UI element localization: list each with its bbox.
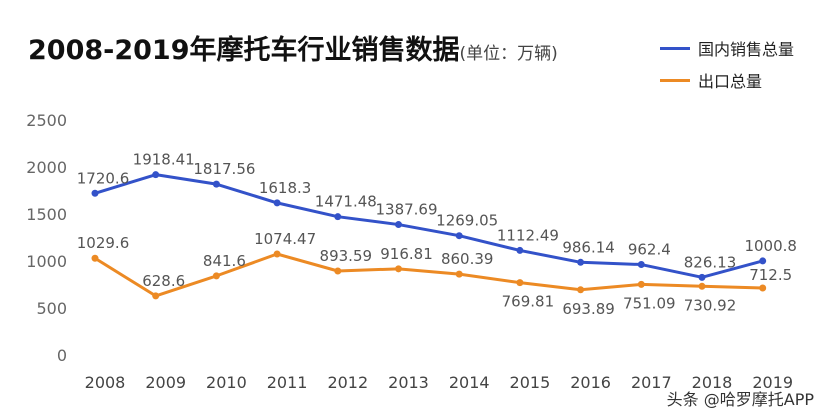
data-label: 1112.49 [497, 226, 559, 244]
data-point [152, 171, 160, 179]
legend-item-domestic: 国内销售总量 [660, 36, 794, 60]
data-point [152, 292, 160, 300]
data-label: 1269.05 [436, 212, 498, 230]
data-point [395, 265, 402, 273]
legend-item-export: 出口总量 [660, 68, 762, 92]
data-label: 751.09 [623, 294, 676, 312]
data-label: 1918.41 [133, 151, 195, 169]
data-label: 1471.48 [315, 193, 377, 211]
data-label: 1000.8 [744, 237, 797, 255]
data-point [759, 257, 767, 265]
data-label: 893.59 [320, 247, 373, 265]
data-point [577, 286, 585, 294]
x-tick-label: 2013 [388, 373, 429, 392]
data-label: 693.89 [562, 300, 615, 318]
x-tick-label: 2012 [327, 373, 368, 392]
x-tick-label: 2014 [449, 373, 490, 392]
data-point [334, 267, 342, 275]
data-label: 1618.3 [259, 179, 312, 197]
data-point [455, 270, 463, 278]
data-label: 1029.6 [77, 234, 130, 252]
data-label: 916.81 [380, 245, 433, 263]
data-label: 962.4 [628, 241, 671, 259]
data-point [212, 272, 220, 280]
data-point [334, 213, 342, 221]
data-label: 826.13 [684, 253, 737, 271]
y-tick-label: 2000 [26, 158, 67, 177]
legend-swatch [660, 78, 690, 82]
credit-watermark: 头条 @哈罗摩托APP [666, 390, 814, 409]
x-tick-label: 2011 [267, 373, 308, 392]
data-point [516, 279, 524, 287]
data-point [759, 284, 767, 292]
title-text: 2008-2019年摩托车行业销售数据 [28, 35, 460, 66]
data-point [577, 258, 585, 266]
data-point [455, 232, 463, 240]
data-point [637, 280, 645, 288]
data-point [91, 254, 99, 262]
x-tick-label: 2009 [145, 373, 186, 392]
y-tick-label: 0 [57, 346, 67, 365]
y-tick-label: 2500 [26, 111, 67, 130]
data-point [698, 282, 706, 290]
data-label: 1817.56 [193, 160, 255, 178]
data-point [212, 180, 220, 188]
data-label: 730.92 [684, 296, 737, 314]
data-point [637, 261, 645, 269]
series-line-0 [94, 173, 764, 279]
data-label: 986.14 [562, 238, 615, 256]
x-tick-label: 2010 [206, 373, 247, 392]
chart-title: 2008-2019年摩托车行业销售数据(单位：万辆) [28, 28, 558, 67]
data-point [698, 273, 706, 281]
x-tick-label: 2015 [510, 373, 551, 392]
data-label: 1387.69 [375, 201, 437, 219]
x-tick-label: 2018 [692, 373, 733, 392]
data-label: 1074.47 [254, 230, 316, 248]
data-point [395, 221, 402, 229]
data-point [516, 246, 524, 254]
data-label: 841.6 [203, 252, 246, 270]
data-point [273, 199, 281, 207]
series-line-1 [94, 252, 763, 298]
y-tick-label: 500 [36, 299, 67, 318]
unit-note: (单位：万辆) [459, 44, 558, 64]
legend-label: 国内销售总量 [698, 40, 795, 59]
x-tick-label: 2017 [631, 373, 672, 392]
data-point [273, 250, 281, 258]
x-tick-label: 2008 [85, 373, 126, 392]
legend-label: 出口总量 [698, 72, 763, 91]
x-tick-label: 2019 [752, 373, 793, 392]
data-label: 1720.6 [77, 169, 130, 187]
x-tick-label: 2016 [570, 373, 611, 392]
y-tick-label: 1500 [26, 205, 67, 224]
data-label: 628.6 [142, 272, 185, 290]
data-label: 769.81 [502, 293, 555, 311]
data-label: 712.5 [749, 266, 792, 284]
legend-swatch [660, 46, 690, 50]
data-point [91, 189, 99, 197]
data-label: 860.39 [441, 250, 494, 268]
y-tick-label: 1000 [26, 252, 67, 271]
